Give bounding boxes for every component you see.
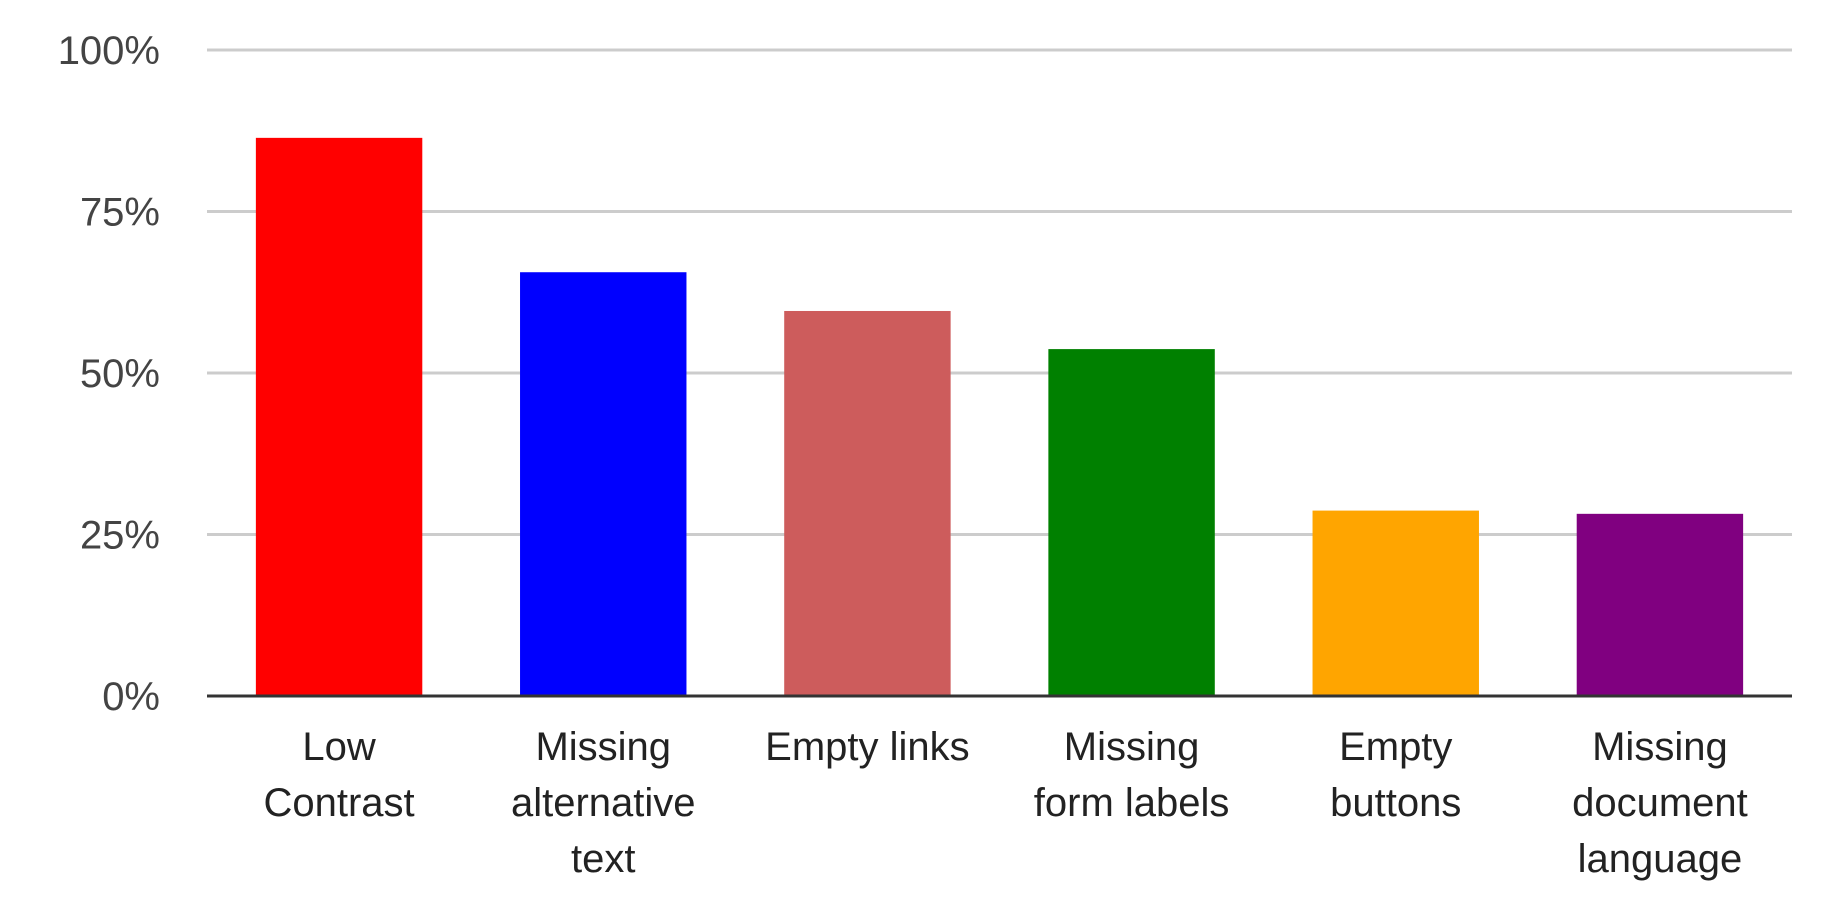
bar xyxy=(1048,349,1215,696)
bar xyxy=(520,272,687,696)
x-tick-label: Empty links xyxy=(765,725,970,769)
y-axis-tick-labels: 0% 25% 50% 75% 100% xyxy=(58,29,160,719)
bar xyxy=(784,310,951,696)
y-tick-label: 0% xyxy=(102,675,160,719)
x-tick-label: Missing form labels xyxy=(1034,725,1230,825)
x-axis-tick-labels: Low Contrast Missing alternative text Empty l… xyxy=(263,725,1747,881)
bar xyxy=(1576,513,1744,696)
y-tick-label: 75% xyxy=(80,191,160,235)
y-tick-label: 25% xyxy=(80,514,160,558)
x-tick-label-line: Missing xyxy=(1064,725,1200,769)
x-tick-label: Missing document language xyxy=(1572,725,1748,881)
x-tick-label-line: Missing xyxy=(535,725,671,769)
x-tick-label-line: text xyxy=(571,837,635,881)
x-tick-label: Low Contrast xyxy=(263,725,414,825)
x-tick-label-line: Low xyxy=(302,725,375,769)
x-tick-label-line: Missing xyxy=(1592,725,1728,769)
y-tick-label: 100% xyxy=(58,29,160,73)
x-tick-label-line: Contrast xyxy=(263,781,414,825)
x-tick-label-line: alternative xyxy=(511,781,696,825)
x-tick-label-line: document xyxy=(1572,781,1748,825)
bars xyxy=(255,137,1744,696)
gridlines xyxy=(207,48,1792,536)
x-tick-label-line: Empty xyxy=(1339,725,1452,769)
x-tick-label-line: language xyxy=(1578,837,1743,881)
x-tick-label-line: Empty links xyxy=(765,725,970,769)
x-tick-label: Empty buttons xyxy=(1330,725,1461,825)
y-tick-label: 50% xyxy=(80,352,160,396)
x-tick-label-line: form labels xyxy=(1034,781,1230,825)
bar xyxy=(255,137,423,696)
x-tick-label-line: buttons xyxy=(1330,781,1461,825)
bar xyxy=(1312,510,1479,696)
x-tick-label: Missing alternative text xyxy=(511,725,696,881)
